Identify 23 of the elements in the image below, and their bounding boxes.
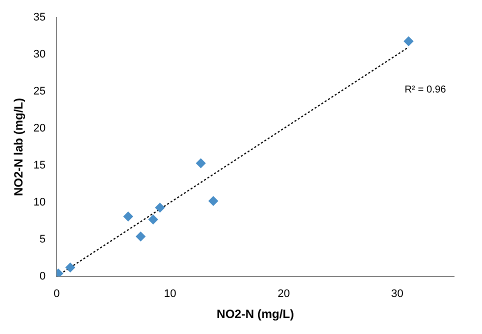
y-axis-title: NO2-N lab (mg/L) xyxy=(12,98,26,196)
point xyxy=(404,36,414,46)
y-tick-label: 30 xyxy=(33,48,46,61)
y-tick-label: 35 xyxy=(33,12,46,24)
y-tick-label: 15 xyxy=(33,160,46,172)
point xyxy=(65,262,76,273)
point xyxy=(196,158,206,168)
point xyxy=(148,214,158,224)
x-tick-label: 30 xyxy=(391,288,404,300)
y-tick-label: 25 xyxy=(33,86,46,98)
y-tick-label: 5 xyxy=(40,233,46,246)
point xyxy=(123,212,134,222)
point xyxy=(154,202,165,213)
y-tick-label: 20 xyxy=(33,122,46,135)
annotation: R² = 0.96 xyxy=(404,84,446,96)
x-tick-label: 0 xyxy=(54,288,60,300)
x-tick-label: 20 xyxy=(278,288,290,300)
x-tick-label: 10 xyxy=(164,288,176,300)
x-axis-title: NO2-N (mg/L) xyxy=(216,307,294,322)
y-tick-label: 0 xyxy=(40,270,46,282)
y-tick-label: 10 xyxy=(33,196,46,208)
point xyxy=(136,231,146,242)
point xyxy=(208,196,218,206)
